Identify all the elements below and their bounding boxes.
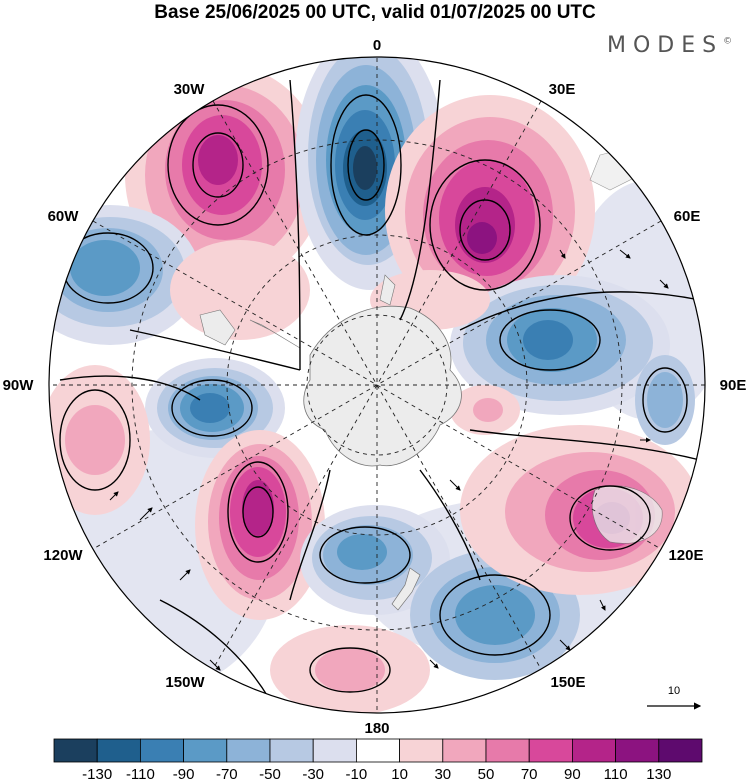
colorbar-tick-label: -70: [216, 766, 238, 783]
colorbar-swatch: [355, 738, 400, 763]
modes-logo: MODES©: [607, 33, 733, 58]
colorbar-tick-label: 110: [604, 766, 628, 783]
colorbar-tick-label: -110: [126, 766, 155, 783]
colorbar-swatch: [658, 738, 703, 763]
colorbar-tick-label: 130: [646, 766, 671, 783]
colorbar-swatch: [139, 738, 184, 763]
anomaly-high-120e: [460, 425, 700, 595]
colorbar-tick-label: 30: [434, 766, 451, 783]
colorbar-tick-label: 70: [521, 766, 538, 783]
colorbar-tick-label: 50: [478, 766, 495, 783]
colorbar-swatch: [572, 738, 617, 763]
colorbar-swatch: [528, 738, 573, 763]
colorbar-swatch: [53, 738, 98, 763]
colorbar-swatch: [615, 738, 660, 763]
colorbar-swatch: [485, 738, 530, 763]
colorbar-swatch: [96, 738, 141, 763]
lon-label-0: 0: [373, 37, 381, 54]
colorbar-tick-label: -10: [346, 766, 368, 783]
colorbar-swatch: [183, 738, 228, 763]
colorbar-tick-label: 90: [564, 766, 581, 783]
colorbar-tick-label: 10: [391, 766, 408, 783]
lon-label-120e: 120E: [668, 547, 703, 564]
map-title: Base 25/06/2025 00 UTC, valid 01/07/2025…: [154, 2, 596, 23]
colorbar-tick-label: -130: [82, 766, 112, 783]
anomaly-field: [49, 57, 705, 713]
lon-label-120w: 120W: [43, 547, 83, 564]
lon-label-180: 180: [364, 720, 389, 737]
colorbar-tick-label: -30: [302, 766, 324, 783]
lon-label-150e: 150E: [550, 674, 585, 691]
graticule: [49, 57, 705, 713]
colorbar-swatch: [312, 738, 357, 763]
anomaly-low-75e: [450, 275, 670, 415]
lon-label-60e: 60E: [674, 208, 701, 225]
lon-label-90w: 90W: [3, 377, 35, 394]
colorbar-swatch: [226, 738, 271, 763]
wind-vectors: [109, 249, 669, 671]
anomaly-high-30e: [385, 95, 595, 325]
colorbar-swatch: [269, 738, 314, 763]
lon-label-150w: 150W: [165, 674, 205, 691]
colorbar-tick-label: -90: [173, 766, 195, 783]
antarctica-landmass: [303, 305, 462, 467]
streamlines: [59, 79, 701, 701]
anomaly-high-120w: [195, 430, 325, 620]
lon-label-60w: 60W: [48, 208, 80, 225]
colorbar-swatch: [399, 738, 444, 763]
anomaly-low-60w: [49, 205, 200, 345]
lon-label-90e: 90E: [720, 377, 747, 394]
colorbar-swatch: [442, 738, 487, 763]
map-boundary: [48, 56, 706, 714]
colorbar-tick-label: -50: [259, 766, 281, 783]
lon-label-30e: 30E: [549, 81, 576, 98]
colorbar: -130 -110 -90 -70 -50 -30 -10 10 30 50 70 90 110 130: [53, 738, 703, 783]
lon-label-30w: 30W: [174, 81, 206, 98]
reference-vector-label: 10: [668, 685, 680, 697]
